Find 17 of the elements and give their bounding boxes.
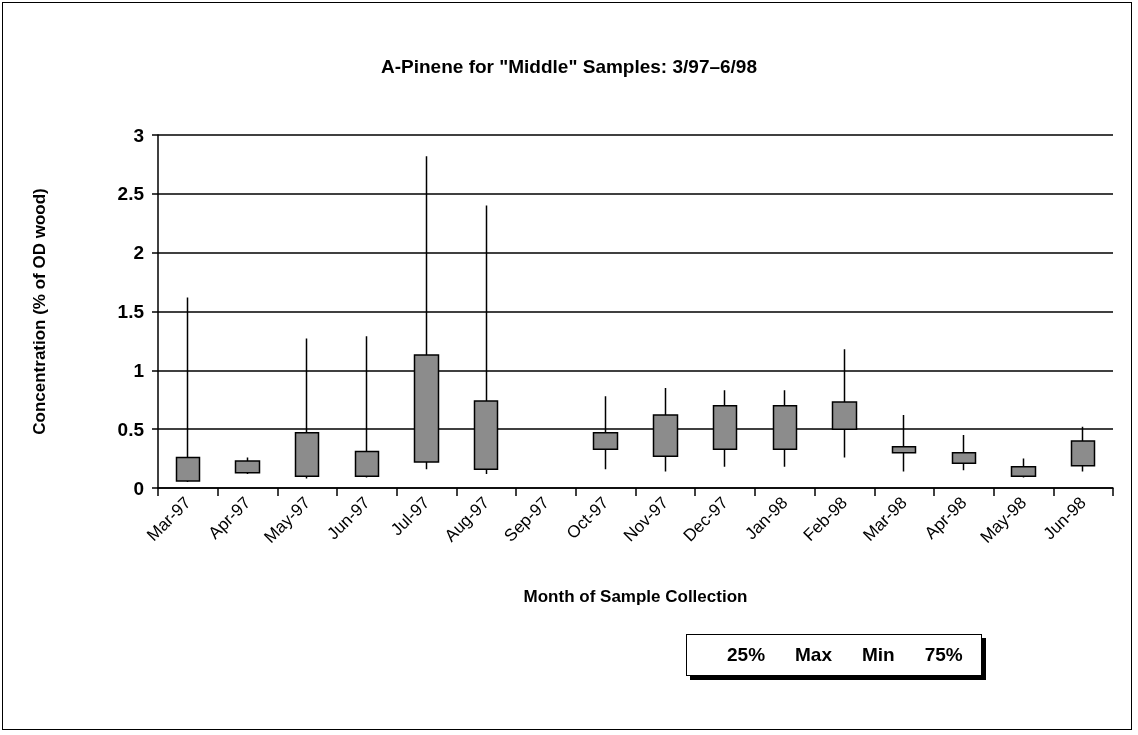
chart-title: A-Pinene for "Middle" Samples: 3/97–6/98 bbox=[381, 56, 757, 77]
text: 75% bbox=[924, 644, 963, 666]
text: 25% bbox=[727, 644, 766, 666]
y-tick-label: 0.5 bbox=[117, 418, 145, 440]
y-tick-label: 2 bbox=[133, 242, 144, 264]
y-tick-label: 3 bbox=[133, 124, 144, 146]
candlestick bbox=[951, 434, 977, 472]
y-tick-label: 1 bbox=[133, 359, 145, 381]
candlestick bbox=[1010, 457, 1037, 479]
y-axis-title: Concentration (% of OD wood) bbox=[30, 188, 49, 435]
x-axis-title: Month of Sample Collection bbox=[523, 587, 748, 606]
text: Min bbox=[862, 644, 895, 666]
candlestick bbox=[234, 456, 261, 475]
y-tick-label: 0 bbox=[133, 477, 144, 499]
y-tick-label: 2.5 bbox=[117, 183, 145, 205]
text: Max bbox=[795, 644, 832, 666]
y-tick-label: 1.5 bbox=[117, 301, 145, 322]
